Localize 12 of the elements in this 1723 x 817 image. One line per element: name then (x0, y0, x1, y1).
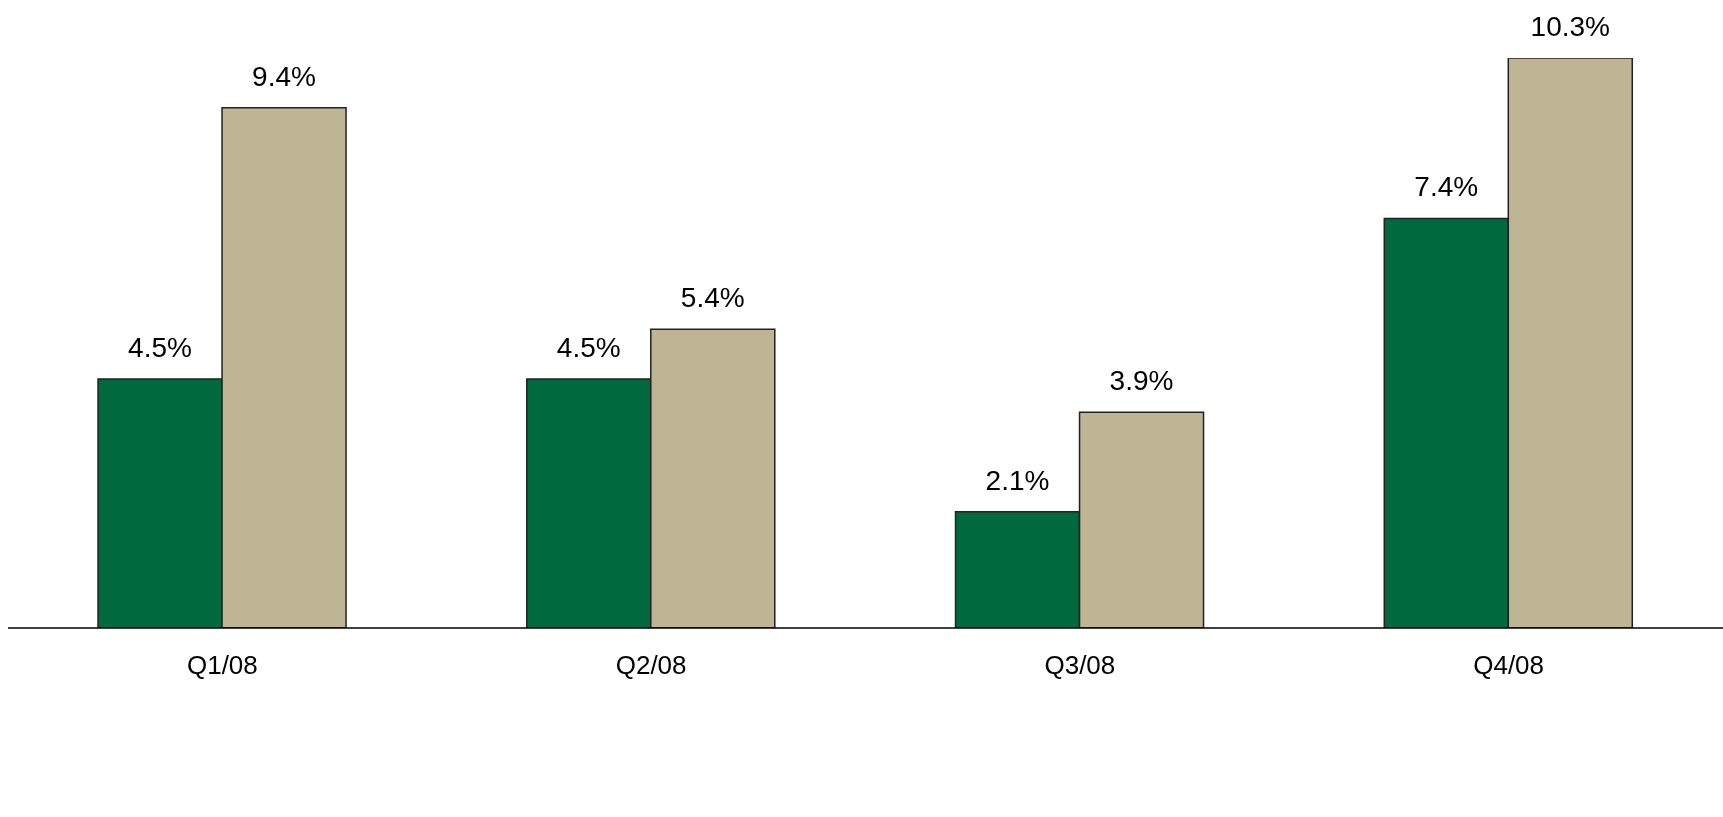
x-tick-label: Q4/08 (1473, 650, 1545, 681)
data-label: 10.3% (1530, 11, 1610, 42)
data-label: 9.4% (252, 60, 316, 92)
data-label: 5.4% (680, 282, 745, 314)
data-label: 3.9% (1109, 365, 1174, 397)
data-label: 2.1% (985, 464, 1050, 496)
data-label: 4.5% (128, 331, 192, 363)
data-label: 4.5% (556, 331, 621, 363)
data-label: 7.4% (1414, 171, 1479, 203)
x-tick-label: Q3/08 (1044, 650, 1116, 681)
x-tick-label: Q2/08 (615, 650, 687, 681)
x-tick-label: Q1/08 (186, 650, 258, 681)
